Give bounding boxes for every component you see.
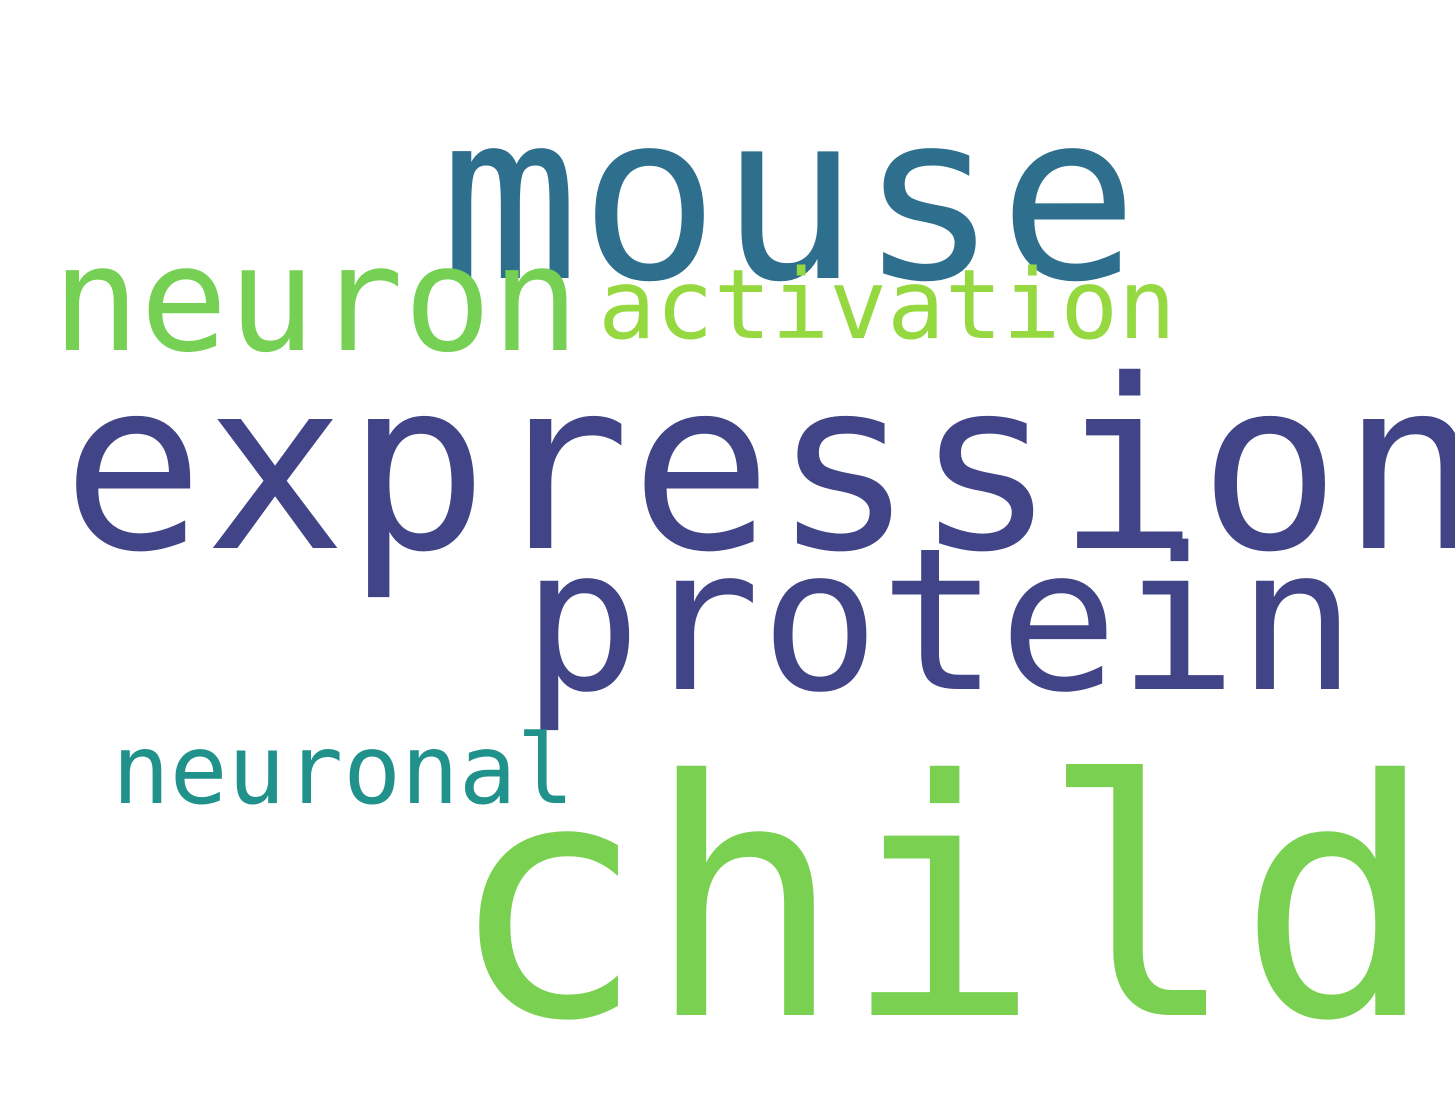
word-mouse: mouse: [440, 62, 1139, 333]
word-protein: protein: [522, 504, 1357, 736]
word-neuron: neuron: [52, 215, 580, 386]
word-neuronal: neuronal: [112, 714, 575, 827]
word-expression: expression: [62, 328, 1455, 604]
word-child: child: [448, 711, 1436, 1093]
word-activation: activation: [598, 249, 1176, 362]
